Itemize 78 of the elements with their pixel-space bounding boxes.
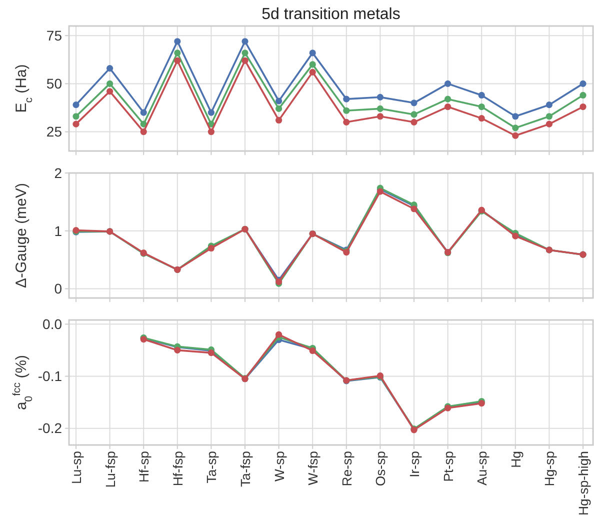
point	[309, 61, 316, 68]
point	[376, 105, 384, 112]
point	[444, 96, 452, 102]
point	[106, 65, 114, 72]
x-tick-label: Lu-fsp	[102, 451, 118, 488]
y-tick-label: 2	[54, 164, 62, 181]
point	[580, 92, 586, 99]
point	[72, 102, 80, 108]
y-tick-label: 0.0	[42, 316, 62, 332]
y-tick-label: 25	[46, 124, 62, 140]
point	[242, 50, 248, 56]
x-tick-label: W-sp	[272, 451, 287, 482]
y-axis-title: Δ-Gauge (meV)	[13, 182, 30, 288]
x-tick-label: Pt-sp	[440, 451, 456, 482]
point	[343, 118, 350, 126]
point	[174, 57, 181, 64]
point	[276, 331, 282, 338]
point	[343, 107, 350, 114]
point	[106, 80, 114, 87]
point	[444, 103, 452, 110]
point	[376, 113, 384, 120]
y-tick-label: 0	[54, 280, 62, 297]
x-tick-label: Os-sp	[373, 451, 388, 486]
point	[309, 68, 316, 76]
point	[208, 350, 214, 356]
point	[478, 103, 485, 110]
point	[140, 128, 147, 136]
point	[106, 88, 114, 95]
point	[410, 206, 418, 212]
x-tick-label: Hg	[508, 451, 524, 468]
point	[72, 113, 80, 120]
y-tick-label: -0.2	[38, 420, 62, 436]
x-tick-label: Hg-sp	[542, 451, 558, 486]
point	[276, 105, 282, 112]
x-tick-label: Re-sp	[339, 451, 354, 486]
point	[276, 116, 282, 124]
point	[580, 103, 586, 110]
point	[410, 100, 418, 106]
point	[174, 38, 181, 45]
point	[546, 113, 552, 120]
point	[410, 118, 418, 126]
point	[410, 111, 418, 118]
point	[72, 120, 80, 128]
x-tick-label: Ta-fsp	[238, 451, 253, 487]
point	[276, 98, 282, 104]
point	[309, 50, 316, 56]
point	[174, 50, 181, 56]
point	[512, 132, 519, 139]
point	[140, 109, 147, 116]
point	[376, 94, 384, 100]
point	[512, 124, 519, 132]
x-tick-label: Hf-fsp	[170, 451, 186, 486]
point	[580, 80, 586, 87]
point	[242, 38, 248, 45]
point	[208, 128, 214, 136]
point	[546, 120, 552, 128]
x-tick-label: Hf-sp	[136, 451, 152, 483]
x-tick-label: Au-sp	[474, 451, 490, 486]
chart-title: 5d transition metals	[262, 6, 400, 23]
y-tick-label: 75	[46, 28, 62, 44]
y-tick-label: -0.1	[38, 368, 62, 384]
x-tick-label: Ir-sp	[407, 451, 422, 478]
point	[208, 109, 214, 116]
point	[512, 113, 519, 120]
x-tick-label: Hg-sp-high	[576, 451, 591, 516]
point	[478, 115, 485, 122]
point	[174, 346, 181, 354]
x-tick-label: W-fsp	[306, 451, 321, 486]
point	[376, 188, 384, 195]
point	[343, 96, 350, 102]
y-tick-label: 1	[54, 222, 62, 239]
point	[546, 102, 552, 108]
y-tick-label: 50	[46, 76, 62, 92]
x-tick-label: Lu-sp	[69, 451, 84, 484]
x-tick-label: Ta-sp	[204, 451, 220, 484]
point	[242, 57, 248, 64]
point	[444, 80, 452, 87]
point	[478, 92, 485, 99]
